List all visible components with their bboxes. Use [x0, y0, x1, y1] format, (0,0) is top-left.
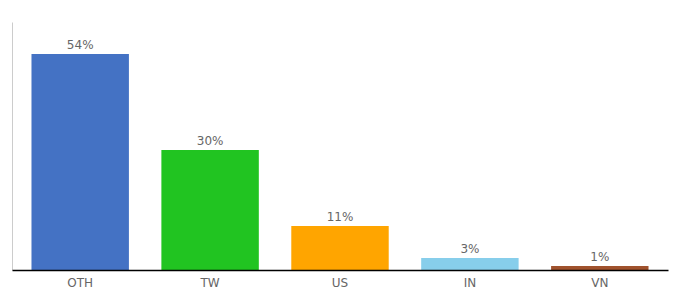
y-axis	[12, 23, 13, 271]
data-label: 54%	[67, 38, 94, 52]
bar	[161, 150, 258, 270]
chart-container: OTH TW US IN VN 54% 30% 11% 3% 1%	[0, 0, 680, 300]
x-tick: US	[332, 276, 348, 290]
plot-area: OTH TW US IN VN 54% 30% 11% 3% 1%	[13, 23, 669, 290]
x-tick-label: VN	[591, 276, 608, 290]
data-labels: 54% 30% 11% 3% 1%	[67, 38, 609, 264]
y-axis-line	[12, 23, 13, 271]
x-tick-label: IN	[464, 276, 477, 290]
x-axis-line	[13, 270, 669, 272]
bar	[291, 226, 388, 270]
data-label: 11%	[327, 210, 354, 224]
x-tick-label: US	[332, 276, 348, 290]
bar	[421, 258, 518, 270]
data-label: 3%	[460, 242, 479, 256]
data-label: 1%	[590, 250, 609, 264]
bar	[31, 54, 128, 270]
x-tick: IN	[464, 276, 477, 290]
x-tick: OTH	[67, 276, 93, 290]
x-tick: TW	[199, 276, 219, 290]
x-axis: OTH TW US IN VN	[13, 271, 669, 290]
x-tick: VN	[591, 276, 608, 290]
x-tick-label: OTH	[67, 276, 93, 290]
bars	[31, 54, 648, 270]
x-tick-label: TW	[199, 276, 219, 290]
bar	[551, 266, 648, 270]
data-label: 30%	[197, 134, 224, 148]
chart-svg: OTH TW US IN VN 54% 30% 11% 3% 1%	[0, 0, 680, 300]
